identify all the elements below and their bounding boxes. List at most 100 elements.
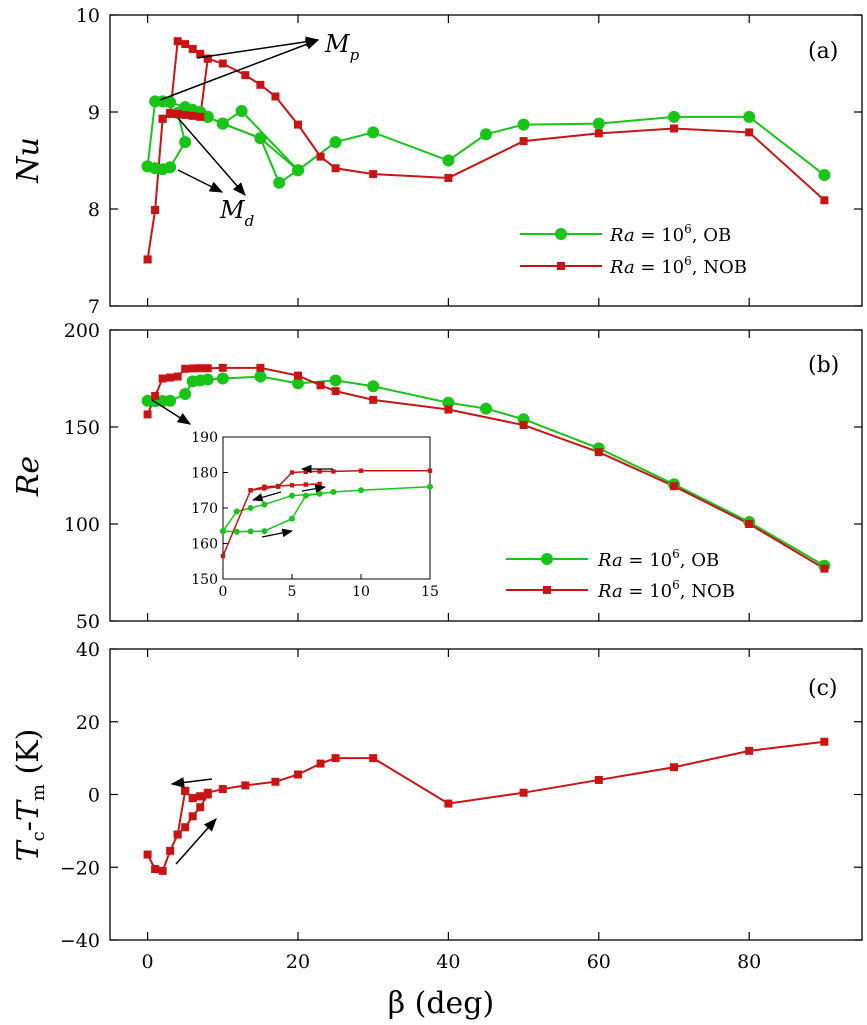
series-a-ob-point-6 bbox=[442, 154, 455, 167]
series-a-nob-point-9 bbox=[444, 173, 453, 182]
series-a-ob-loop-point-12 bbox=[273, 176, 286, 189]
inset-ob-point-4 bbox=[289, 515, 295, 522]
y-tick-label-c-3: 20 bbox=[76, 712, 100, 734]
inset-x-tick-label-15: 15 bbox=[421, 584, 439, 600]
x-tick-label-20: 20 bbox=[286, 951, 310, 973]
legend-b: Ra = 106, OB Ra = 106, NOB bbox=[506, 547, 735, 602]
y-tick-label-a-1: 8 bbox=[88, 199, 100, 221]
series-a-nob-point-11 bbox=[594, 129, 603, 138]
inset-ob-back-point-0 bbox=[316, 490, 323, 497]
panel-a-tag: (a) bbox=[808, 39, 838, 64]
panel-c-frame bbox=[109, 648, 863, 941]
inset-nob-point-6 bbox=[317, 469, 322, 474]
series-a-nob-point-3 bbox=[256, 80, 265, 89]
inset-frame bbox=[222, 436, 431, 580]
y-tick-label-c-0: −40 bbox=[60, 930, 100, 952]
series-a-nob-point-10 bbox=[519, 137, 528, 146]
inset-nob-back-point-5 bbox=[248, 488, 253, 493]
series-c-point-20 bbox=[294, 770, 302, 779]
legend-a-ob-marker bbox=[555, 228, 567, 240]
inset-ob-back-point-1 bbox=[289, 492, 295, 499]
series-a-nob-loop-point-11 bbox=[181, 110, 190, 119]
x-tick-label-0: 0 bbox=[142, 951, 154, 973]
series-a-nob-loop-point-10 bbox=[188, 111, 197, 120]
series-a-nob-point-5 bbox=[294, 120, 302, 129]
legend-b-nob-prefix: Ra bbox=[597, 581, 623, 602]
legend-a-nob-marker bbox=[557, 262, 565, 270]
legend-a-nob-eq: = 10 bbox=[635, 257, 684, 278]
inset-nob-point-7 bbox=[331, 469, 336, 474]
series-b-nob-point-18 bbox=[670, 482, 678, 491]
y-tick-label-b-1: 100 bbox=[64, 514, 100, 536]
series-b-nob-point-5 bbox=[181, 364, 190, 373]
inset-ob-point-3 bbox=[261, 528, 268, 535]
legend-a-ob-prefix: Ra bbox=[609, 225, 635, 246]
series-b-ob-point-3 bbox=[164, 394, 177, 407]
arrow-mp-1 bbox=[196, 36, 320, 59]
series-c-point-5 bbox=[181, 823, 190, 832]
series-b-ob-point-9 bbox=[254, 370, 267, 383]
inset-nob-back-line bbox=[250, 483, 320, 491]
series-c-line bbox=[146, 740, 825, 873]
inset-arrows bbox=[251, 464, 333, 538]
series-b-ob-point-4 bbox=[179, 388, 192, 401]
y-tick-label-b-3: 200 bbox=[64, 320, 100, 342]
series-a-ob-point-10 bbox=[668, 110, 680, 123]
series-b-nob-point-0 bbox=[143, 410, 152, 419]
legend-a-ob-eq: = 10 bbox=[635, 225, 684, 246]
inset-ob-point-8 bbox=[358, 487, 364, 494]
series-a-ob-loop-point-18 bbox=[179, 101, 192, 114]
arrow-mp-2 bbox=[159, 39, 320, 101]
series-c-point-29 bbox=[820, 737, 829, 746]
series-c-point-16 bbox=[203, 788, 212, 797]
annotation-md-main: M bbox=[219, 196, 246, 224]
inset-y-tick-label-190: 190 bbox=[191, 430, 218, 446]
series-c-point-28 bbox=[745, 746, 754, 755]
series-layer bbox=[141, 37, 831, 875]
series-c-point-7 bbox=[196, 803, 205, 812]
series-a-nob-point-6 bbox=[316, 152, 325, 161]
series-c-point-23 bbox=[369, 754, 378, 763]
arrow-inset-pointer bbox=[151, 399, 192, 425]
series-a-ob-point-11 bbox=[743, 110, 756, 123]
y-tick-label-b-2: 150 bbox=[64, 417, 100, 439]
y-axis-title-re: Re bbox=[11, 456, 46, 497]
y-tick-label-c-4: 40 bbox=[76, 639, 100, 661]
series-a-ob-point-9 bbox=[592, 117, 605, 130]
series-c-point-21 bbox=[316, 759, 325, 768]
legend-b-nob-exp: 6 bbox=[672, 578, 680, 592]
series-a-nob-point-12 bbox=[670, 124, 678, 133]
series-b-nob-point-2 bbox=[158, 374, 167, 383]
series-a-nob-loop-point-13 bbox=[166, 108, 175, 117]
legend-b-ob-suffix: , OB bbox=[680, 550, 719, 571]
inset-ob-back-line bbox=[222, 493, 320, 532]
series-a-nob-loop-point-6 bbox=[188, 44, 197, 53]
y-tick-label-a-3: 10 bbox=[76, 5, 100, 27]
series-a-nob-point-0 bbox=[203, 54, 212, 63]
legend-b-ob-exp: 6 bbox=[672, 547, 680, 561]
series-c-point-0 bbox=[143, 850, 152, 859]
inset-nob-point-4 bbox=[289, 470, 295, 475]
series-a-nob-point-4 bbox=[271, 92, 280, 101]
series-b-nob-point-3 bbox=[166, 373, 175, 382]
inset-ob-point-7 bbox=[330, 489, 337, 496]
series-c-point-13 bbox=[181, 786, 190, 795]
legend-b-ob-eq: = 10 bbox=[623, 550, 672, 571]
series-b-nob-point-7 bbox=[196, 364, 205, 373]
x-axis-title: β (deg) bbox=[388, 986, 494, 1021]
series-a-nob-point-14 bbox=[820, 196, 829, 205]
legend-a-ob-suffix: , OB bbox=[692, 225, 731, 246]
series-b-nob-point-17 bbox=[594, 448, 603, 457]
y-tick-label-c-2: 0 bbox=[88, 785, 100, 807]
arrow-c-left bbox=[170, 777, 213, 788]
inset-y-tick-label-160: 160 bbox=[191, 537, 218, 553]
panel-c-tag: (c) bbox=[808, 676, 838, 701]
y-axis-title-sub2: m bbox=[28, 784, 49, 801]
y-axis-title-t1: T bbox=[11, 839, 46, 861]
inset-arrow-4 bbox=[261, 528, 294, 538]
series-a-nob-point-7 bbox=[331, 164, 340, 173]
series-b-nob-point-9 bbox=[218, 363, 227, 372]
series-a-ob-point-4 bbox=[329, 136, 342, 149]
inset-layer: 0 5 10 15 150 160 170 180 190 bbox=[191, 430, 439, 600]
legend-b-ob-label: Ra = 106, OB bbox=[597, 547, 719, 571]
